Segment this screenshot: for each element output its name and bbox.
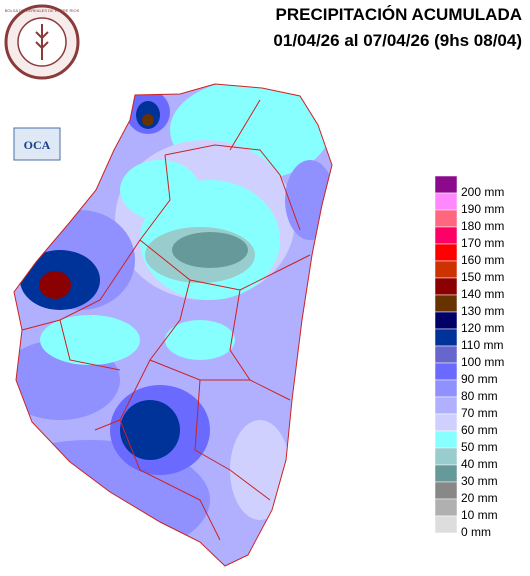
oca-name: OCA bbox=[24, 138, 51, 152]
legend-label: 80 mm bbox=[461, 389, 498, 403]
legend-swatch bbox=[434, 396, 458, 415]
legend-label: 160 mm bbox=[461, 253, 504, 267]
legend-swatch bbox=[434, 464, 458, 483]
legend-label: 10 mm bbox=[461, 508, 498, 522]
legend-swatch bbox=[434, 447, 458, 466]
legend-swatch bbox=[434, 430, 458, 449]
legend-label: 130 mm bbox=[461, 304, 504, 318]
legend-swatch bbox=[434, 226, 458, 245]
legend-label: 190 mm bbox=[461, 202, 504, 216]
legend-swatch bbox=[434, 328, 458, 347]
legend-swatch bbox=[434, 413, 458, 432]
legend-label: 150 mm bbox=[461, 270, 504, 284]
legend-swatch bbox=[434, 277, 458, 296]
legend-label: 0 mm bbox=[461, 525, 491, 539]
legend-swatch bbox=[434, 379, 458, 398]
legend-label: 180 mm bbox=[461, 219, 504, 233]
legend-label: 90 mm bbox=[461, 372, 498, 386]
legend-label: 140 mm bbox=[461, 287, 504, 301]
legend-swatch bbox=[434, 294, 458, 313]
legend-swatch bbox=[434, 498, 458, 517]
legend-label: 60 mm bbox=[461, 423, 498, 437]
oca-logo: OCA bbox=[13, 127, 61, 161]
legend-label: 20 mm bbox=[461, 491, 498, 505]
legend-swatch bbox=[434, 192, 458, 211]
legend-label: 50 mm bbox=[461, 440, 498, 454]
legend-label: 40 mm bbox=[461, 457, 498, 471]
legend-swatch bbox=[434, 362, 458, 381]
legend-label: 200 mm bbox=[461, 185, 504, 199]
institution-name: BOLSA DE CEREALES DE ENTRE RIOS bbox=[5, 8, 80, 13]
department-borders bbox=[13, 83, 333, 567]
legend-label: 120 mm bbox=[461, 321, 504, 335]
legend-swatch bbox=[434, 175, 458, 194]
subtitle: 01/04/26 al 07/04/26 (9hs 08/04) bbox=[273, 31, 522, 50]
legend-swatch bbox=[434, 260, 458, 279]
legend-swatch bbox=[434, 243, 458, 262]
title: PRECIPITACIÓN ACUMULADA bbox=[276, 5, 523, 24]
legend-swatch bbox=[434, 345, 458, 364]
institution-logo: BOLSA DE CEREALES DE ENTRE RIOS bbox=[4, 4, 80, 80]
legend-swatch bbox=[434, 209, 458, 228]
legend-swatch bbox=[434, 481, 458, 500]
legend-label: 70 mm bbox=[461, 406, 498, 420]
legend-swatch bbox=[434, 515, 458, 534]
legend-swatch bbox=[434, 311, 458, 330]
legend-label: 30 mm bbox=[461, 474, 498, 488]
legend-label: 170 mm bbox=[461, 236, 504, 250]
legend-label: 100 mm bbox=[461, 355, 504, 369]
legend-label: 110 mm bbox=[461, 338, 503, 352]
